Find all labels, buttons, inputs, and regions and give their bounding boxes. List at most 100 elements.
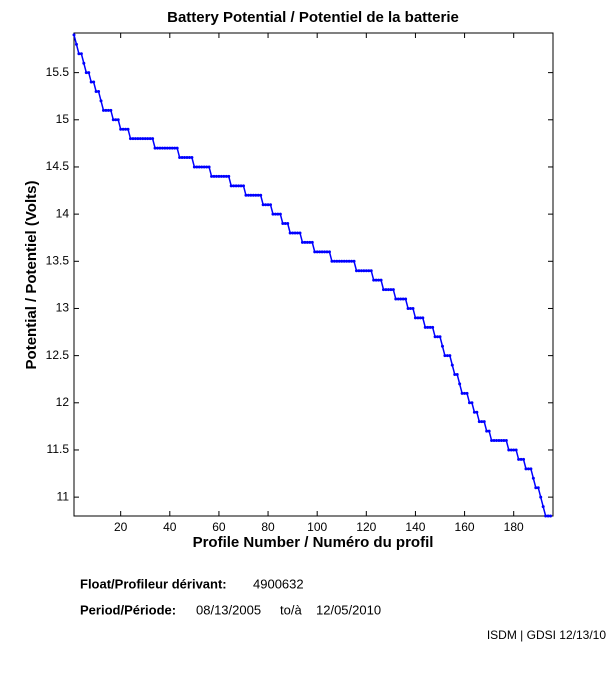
float-label: Float/Profileur dérivant:	[80, 576, 227, 591]
data-point	[183, 156, 187, 160]
data-point	[367, 269, 371, 273]
data-point	[210, 174, 214, 178]
data-point	[531, 476, 535, 480]
data-point	[87, 71, 91, 75]
data-point	[524, 467, 528, 471]
data-point	[163, 146, 167, 150]
data-point	[300, 240, 304, 244]
data-point	[180, 156, 184, 160]
data-point	[440, 344, 444, 348]
data-point	[413, 316, 417, 320]
data-point	[273, 212, 277, 216]
data-point	[244, 193, 248, 197]
x-tick-label: 60	[212, 520, 226, 534]
data-point	[190, 156, 194, 160]
data-point	[320, 250, 324, 254]
data-point	[175, 146, 179, 150]
data-point	[185, 156, 189, 160]
x-tick-label: 140	[405, 520, 425, 534]
data-point	[409, 306, 413, 310]
data-point	[460, 391, 464, 395]
data-point	[379, 278, 383, 282]
y-tick-label: 15.5	[46, 65, 70, 79]
data-point	[131, 137, 135, 141]
period-to: to/à	[280, 602, 302, 617]
data-point	[227, 174, 231, 178]
y-tick-label: 14.5	[46, 159, 70, 173]
x-tick-label: 80	[261, 520, 275, 534]
data-point	[522, 457, 526, 461]
data-point	[467, 401, 471, 405]
data-point	[445, 354, 449, 358]
data-point	[512, 448, 516, 452]
data-point	[286, 222, 290, 226]
data-point	[345, 259, 349, 263]
data-point	[337, 259, 341, 263]
y-tick-label: 13	[56, 301, 70, 315]
data-point	[251, 193, 255, 197]
data-point	[421, 316, 425, 320]
data-point	[288, 231, 292, 235]
data-point	[384, 288, 388, 292]
data-point	[283, 222, 287, 226]
y-tick-label: 15	[56, 112, 70, 126]
data-point	[271, 212, 275, 216]
data-point	[514, 448, 518, 452]
data-point	[173, 146, 177, 150]
data-point	[541, 505, 545, 509]
data-point	[536, 486, 540, 490]
data-point	[465, 391, 469, 395]
footer: ISDM | GDSI 12/13/10	[487, 628, 606, 642]
data-point	[546, 514, 550, 518]
data-point	[72, 33, 76, 37]
data-point	[82, 61, 86, 65]
data-point	[372, 278, 376, 282]
data-point	[104, 108, 108, 112]
data-point	[136, 137, 140, 141]
data-point	[507, 448, 511, 452]
data-point	[539, 495, 543, 499]
data-point	[259, 193, 263, 197]
data-point	[214, 174, 218, 178]
data-point	[463, 391, 467, 395]
data-point	[335, 259, 339, 263]
period-label: Period/Période:	[80, 602, 176, 617]
data-point	[222, 174, 226, 178]
data-point	[207, 165, 211, 169]
data-point	[499, 439, 503, 443]
data-point	[239, 184, 243, 188]
x-tick-label: 20	[114, 520, 128, 534]
data-point	[298, 231, 302, 235]
data-point	[401, 297, 405, 301]
data-point	[219, 174, 223, 178]
data-point	[477, 420, 481, 424]
data-point	[509, 448, 513, 452]
data-point	[453, 372, 457, 376]
data-point	[394, 297, 398, 301]
data-point	[74, 42, 78, 46]
data-point	[84, 71, 88, 75]
data-point	[141, 137, 145, 141]
data-point	[269, 203, 273, 207]
data-point	[205, 165, 209, 169]
data-point	[146, 137, 150, 141]
data-point	[330, 259, 334, 263]
data-point	[377, 278, 381, 282]
data-point	[342, 259, 346, 263]
data-point	[327, 250, 331, 254]
plot-frame	[73, 32, 554, 517]
data-point	[438, 335, 442, 339]
data-point	[475, 410, 479, 414]
y-axis-label: Potential / Potentiel (Volts)	[23, 181, 40, 370]
data-point	[502, 439, 506, 443]
data-point	[89, 80, 93, 84]
data-point	[165, 146, 169, 150]
data-point	[519, 457, 523, 461]
data-point	[305, 240, 309, 244]
data-point	[202, 165, 206, 169]
data-point	[195, 165, 199, 169]
data-point	[325, 250, 329, 254]
data-point	[495, 439, 499, 443]
data-point	[291, 231, 295, 235]
